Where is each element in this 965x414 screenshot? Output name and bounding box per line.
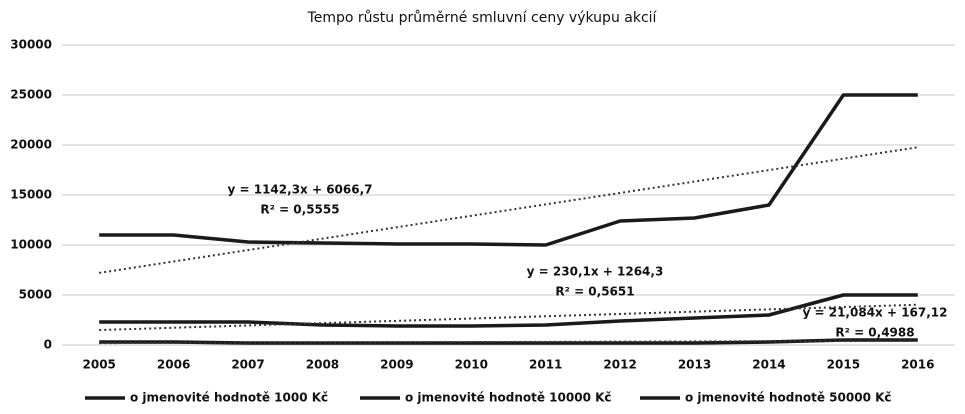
- y-tick-label: 10000: [10, 238, 52, 252]
- x-tick-label: 2008: [306, 358, 339, 372]
- x-tick-label: 2009: [380, 358, 413, 372]
- trendline-r2: R² = 0,5555: [260, 203, 339, 217]
- legend-label: o jmenovité hodnotě 50000 Kč: [685, 391, 892, 405]
- x-tick-label: 2010: [455, 358, 488, 372]
- y-tick-label: 30000: [10, 38, 52, 52]
- y-tick-label: 20000: [10, 138, 52, 152]
- trendline-r2: R² = 0,5651: [555, 285, 634, 299]
- series-line: [99, 293, 918, 328]
- trendline-r2: R² = 0,4988: [835, 326, 914, 340]
- y-tick-label: 0: [44, 338, 52, 352]
- x-tick-label: 2014: [752, 358, 785, 372]
- x-tick-label: 2005: [83, 358, 116, 372]
- chart-title: Tempo růstu průměrné smluvní ceny výkupu…: [307, 10, 658, 26]
- x-tick-label: 2006: [157, 358, 190, 372]
- x-tick-label: 2013: [678, 358, 711, 372]
- y-tick-label: 15000: [10, 188, 52, 202]
- trendline: [99, 146, 918, 274]
- trendline-equation: y = 230,1x + 1264,3: [527, 265, 664, 279]
- trendline: [99, 303, 918, 332]
- legend-label: o jmenovité hodnotě 10000 Kč: [405, 391, 612, 405]
- x-tick-label: 2015: [827, 358, 860, 372]
- x-tick-label: 2007: [231, 358, 264, 372]
- trendline: [99, 339, 918, 345]
- trendline-equation: y = 1142,3x + 6066,7: [228, 183, 373, 197]
- y-tick-label: 25000: [10, 88, 52, 102]
- x-tick-label: 2016: [901, 358, 934, 372]
- trendline-equation: y = 21,084x + 167,12: [803, 306, 948, 320]
- x-tick-label: 2012: [603, 358, 636, 372]
- x-tick-label: 2011: [529, 358, 562, 372]
- series-line: [99, 93, 918, 247]
- legend-label: o jmenovité hodnotě 1000 Kč: [130, 391, 328, 405]
- y-tick-label: 5000: [19, 288, 52, 302]
